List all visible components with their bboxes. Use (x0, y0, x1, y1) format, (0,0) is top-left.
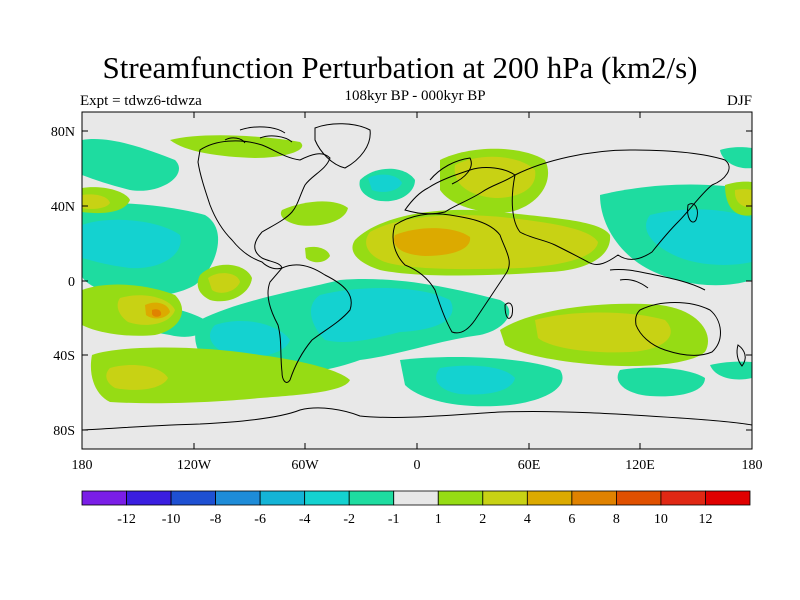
lon-ticks (81, 112, 753, 449)
coastline-new-zealand (736, 344, 746, 367)
coastline-canada-islands (224, 126, 293, 144)
colorbar-label: 8 (613, 512, 620, 527)
colorbar-swatch (616, 490, 662, 506)
contour-region (210, 320, 290, 357)
coastline-madagascar (504, 302, 513, 319)
contour-region (208, 273, 240, 293)
lat-label: 40S (53, 349, 75, 364)
colorbar-label: 4 (524, 512, 531, 527)
contour-region (170, 135, 303, 158)
colorbar-label: -2 (343, 512, 355, 527)
lon-label: 60W (291, 458, 319, 473)
lat-label: 80N (51, 125, 75, 140)
colorbar-label: -4 (299, 512, 311, 527)
contour-region (454, 156, 536, 198)
colorbar-swatch (304, 490, 350, 506)
contour-region (394, 228, 471, 256)
contour-region (310, 288, 453, 343)
lon-label: 60E (518, 458, 541, 473)
lat-ticks (82, 130, 752, 431)
colorbar-label: -1 (388, 512, 400, 527)
coastline-antarctica (82, 407, 752, 431)
contour-region (82, 139, 179, 191)
coastline-layer (82, 123, 752, 431)
colorbar-swatch (660, 490, 706, 506)
experiment-label: Expt = tdwz6-tdwza (80, 93, 202, 109)
colorbar-label: -12 (117, 512, 136, 527)
lat-label: 40N (51, 200, 75, 215)
colorbar-swatch (215, 490, 261, 506)
colorbar-swatch (571, 490, 617, 506)
contour-region (106, 365, 168, 390)
lat-label: 0 (68, 275, 75, 290)
colorbar-label: 2 (479, 512, 486, 527)
colorbar: -12 -10 -8 -6 -4 -2 -1 1 2 4 6 8 10 12 (81, 490, 751, 527)
colorbar-swatch (482, 490, 528, 506)
contour-region (82, 219, 181, 269)
coastline-indonesia (609, 269, 706, 291)
lon-label: 180 (742, 458, 763, 473)
coastline-africa (392, 213, 510, 334)
colorbar-swatch (170, 490, 216, 506)
colorbar-swatch (348, 490, 395, 506)
coastline-greenland (314, 123, 371, 169)
coastline-scandinavia (429, 157, 472, 185)
colorbar-swatch (437, 490, 484, 506)
contour-region (90, 347, 350, 404)
contour-region (436, 365, 515, 395)
contour-region (734, 189, 752, 208)
colorbar-swatch (393, 490, 439, 506)
colorbar-label: 1 (435, 512, 442, 527)
contour-region (82, 194, 110, 209)
contour-region (280, 201, 348, 226)
plot-subtitle: 108kyr BP - 000kyr BP (344, 88, 486, 104)
lat-label: 80S (53, 424, 75, 439)
contour-region (617, 367, 705, 397)
colorbar-swatch (526, 490, 573, 506)
lon-label: 120W (177, 458, 212, 473)
coastline-japan (687, 203, 698, 223)
plot-title: Streamfunction Perturbation at 200 hPa (… (102, 50, 698, 85)
contour-region (646, 209, 752, 265)
season-label: DJF (726, 93, 752, 109)
colorbar-label: -8 (210, 512, 222, 527)
contour-region (535, 312, 671, 353)
contour-fill-layer (82, 135, 752, 407)
colorbar-label: -6 (254, 512, 266, 527)
contour-region (720, 147, 752, 169)
colorbar-swatch (259, 490, 306, 506)
contour-region (368, 174, 402, 192)
contour-region (152, 309, 162, 317)
contour-region (305, 246, 330, 263)
coastline-australia (635, 302, 721, 356)
lon-label: 180 (72, 458, 93, 473)
colorbar-swatch (705, 490, 751, 506)
colorbar-label: -10 (162, 512, 181, 527)
lon-label: 120E (625, 458, 655, 473)
colorbar-swatch (126, 490, 172, 506)
coastline-south-america (267, 264, 352, 383)
coastline-asia (511, 149, 730, 265)
colorbar-label: 12 (698, 512, 712, 527)
lon-label: 0 (414, 458, 421, 473)
coastline-north-america (197, 140, 331, 270)
colorbar-label: 10 (654, 512, 668, 527)
colorbar-swatch (81, 490, 127, 506)
colorbar-label: 6 (568, 512, 575, 527)
